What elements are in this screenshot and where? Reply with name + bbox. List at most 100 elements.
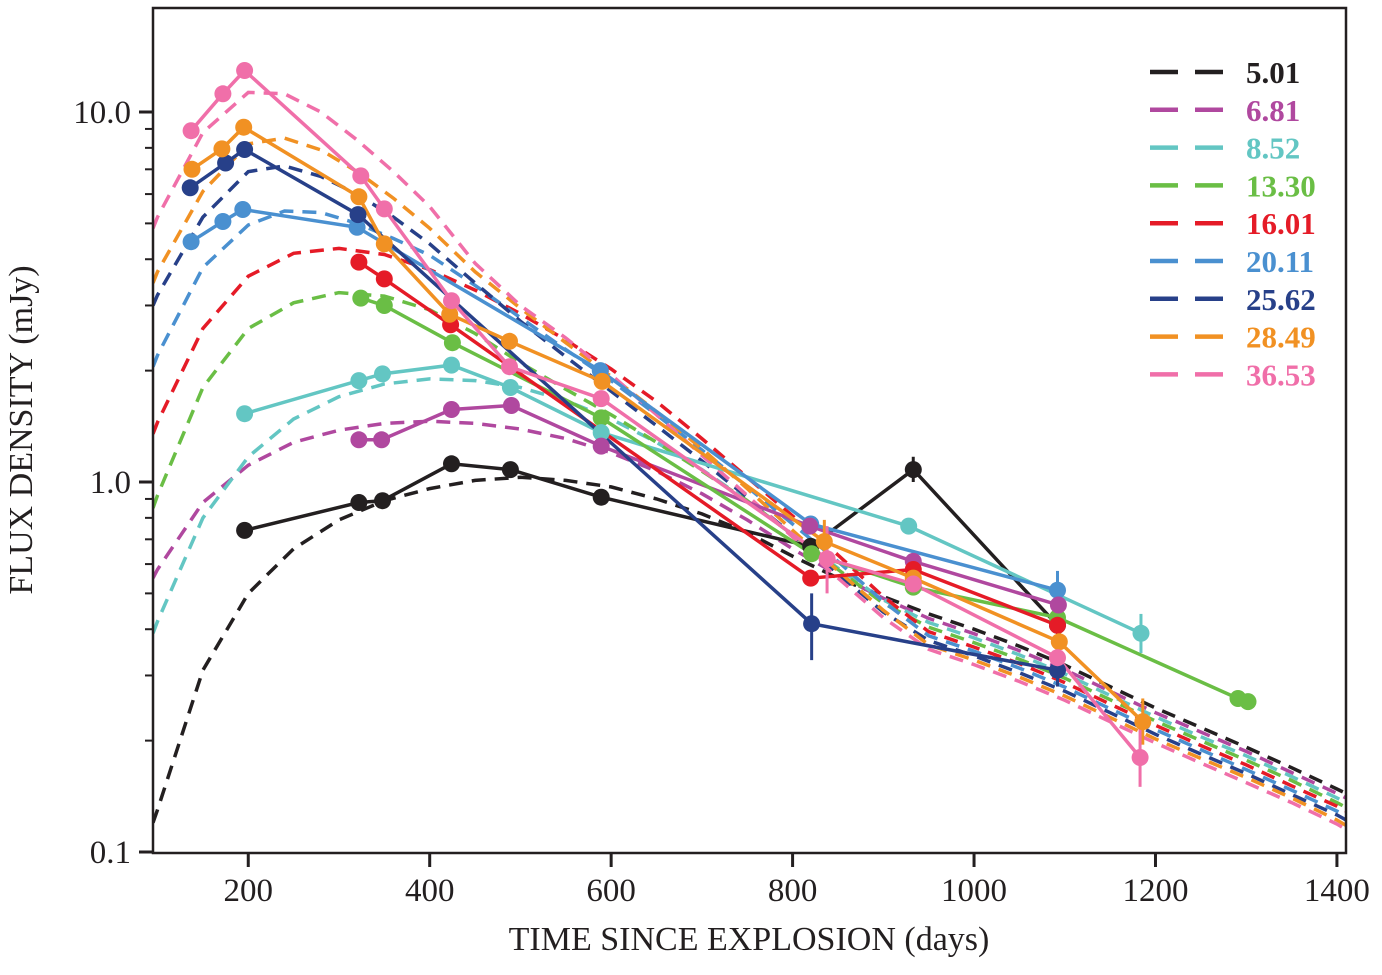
data-point-13.30 (592, 409, 610, 427)
data-point-28.49 (1050, 633, 1068, 651)
data-point-36.53 (818, 550, 836, 568)
data-point-6.81 (350, 431, 368, 449)
data-point-5.01 (443, 455, 460, 473)
data-point-20.11 (348, 218, 366, 236)
data-point-28.49 (183, 160, 201, 178)
legend-label-5.01: 5.01 (1246, 55, 1300, 90)
data-point-5.01 (592, 488, 610, 506)
data-point-20.11 (182, 233, 200, 251)
data-point-5.01 (350, 494, 368, 511)
x-axis-title: TIME SINCE EXPLOSION (days) (509, 921, 990, 958)
x-tick-label: 800 (768, 873, 818, 909)
plot-border (151, 6, 1348, 855)
y-axis: 0.1 1.0 10.0 (73, 95, 153, 871)
data-point-36.53 (501, 358, 518, 376)
y-axis-title: FLUX DENSITY (mJy) (3, 265, 40, 594)
model-curves (153, 90, 1346, 831)
data-point-16.01 (1049, 616, 1066, 634)
data-point-28.49 (593, 372, 611, 390)
legend-label-20.11: 20.11 (1246, 244, 1314, 279)
data-point-25.62 (217, 154, 235, 172)
legend-label-13.30: 13.30 (1246, 168, 1316, 203)
error-bars (810, 456, 1145, 787)
data-points (181, 62, 1257, 766)
data-point-8.52 (592, 424, 610, 442)
model-curve-6.81 (153, 419, 1346, 800)
y-tick-label: 0.1 (90, 835, 131, 871)
data-point-25.62 (803, 615, 821, 633)
data-point-8.52 (236, 405, 254, 423)
data-point-36.53 (352, 167, 370, 185)
data-point-36.53 (1131, 749, 1149, 766)
data-point-13.30 (375, 297, 393, 314)
model-curve-8.52 (153, 377, 1346, 805)
model-curve-20.11 (153, 209, 1346, 818)
data-point-16.01 (375, 270, 393, 288)
x-tick-label: 1400 (1304, 873, 1370, 909)
legend-label-16.01: 16.01 (1246, 206, 1316, 241)
data-point-6.81 (502, 397, 520, 414)
data-point-28.49 (1134, 713, 1152, 731)
y-tick-label: 10.0 (73, 95, 131, 131)
data-point-36.53 (904, 575, 922, 593)
data-point-28.49 (213, 140, 231, 158)
x-tick-label: 1000 (941, 873, 1007, 909)
data-point-5.01 (236, 521, 254, 539)
legend-label-25.62: 25.62 (1246, 282, 1316, 317)
data-point-28.49 (375, 235, 393, 253)
legend: 5.016.818.5213.3016.0120.1125.6228.4936.… (1150, 55, 1316, 392)
data-point-36.53 (375, 200, 393, 218)
data-point-36.53 (182, 122, 200, 140)
data-point-5.01 (904, 461, 922, 479)
data-point-8.52 (443, 356, 460, 374)
data-point-25.62 (1049, 661, 1066, 679)
data-point-8.52 (900, 517, 918, 535)
data-point-6.81 (443, 401, 460, 418)
data-point-13.30 (352, 289, 370, 307)
data-point-36.53 (236, 62, 254, 79)
data-point-28.49 (235, 118, 253, 136)
data-point-36.53 (592, 390, 610, 408)
legend-label-28.49: 28.49 (1246, 320, 1316, 355)
data-point-28.49 (501, 332, 518, 350)
data-point-25.62 (181, 179, 199, 197)
x-axis: 200 400 600 800 1000 1200 1400 (224, 853, 1370, 909)
data-point-20.11 (234, 201, 252, 218)
data-point-25.62 (349, 206, 367, 224)
data-point-13.30 (1239, 693, 1257, 711)
data-point-13.30 (803, 545, 821, 563)
plot-area: 200 400 600 800 1000 1200 1400 0.1 1.0 10.0 5.016.… (73, 6, 1370, 909)
data-point-8.52 (350, 372, 368, 390)
x-tick-label: 1200 (1122, 873, 1188, 909)
data-point-28.49 (350, 188, 368, 206)
data-point-20.11 (214, 213, 232, 230)
data-point-16.01 (350, 253, 368, 271)
data-point-8.52 (501, 379, 519, 396)
data-point-6.81 (373, 431, 391, 449)
data-point-5.01 (374, 492, 391, 510)
data-line-5.01 (244, 462, 1059, 627)
data-point-36.53 (443, 292, 460, 310)
data-point-5.01 (501, 461, 519, 479)
y-tick-label: 1.0 (90, 465, 131, 501)
data-point-36.53 (214, 85, 232, 103)
data-line-6.81 (358, 403, 1059, 607)
data-point-20.11 (1049, 581, 1066, 599)
data-point-13.30 (443, 334, 461, 352)
data-line-13.30 (360, 296, 1249, 704)
model-curve-36.53 (153, 90, 1346, 831)
data-lines (189, 68, 1249, 759)
data-point-16.01 (802, 569, 820, 587)
data-point-6.81 (801, 517, 819, 535)
legend-label-36.53: 36.53 (1246, 357, 1316, 392)
data-point-6.81 (1049, 596, 1067, 614)
x-tick-label: 400 (405, 873, 455, 909)
data-point-6.81 (592, 437, 610, 455)
model-curve-25.62 (153, 164, 1346, 822)
data-point-28.49 (815, 533, 833, 551)
data-point-36.53 (1049, 649, 1066, 667)
legend-label-6.81: 6.81 (1246, 93, 1300, 128)
x-tick-label: 200 (224, 873, 274, 909)
